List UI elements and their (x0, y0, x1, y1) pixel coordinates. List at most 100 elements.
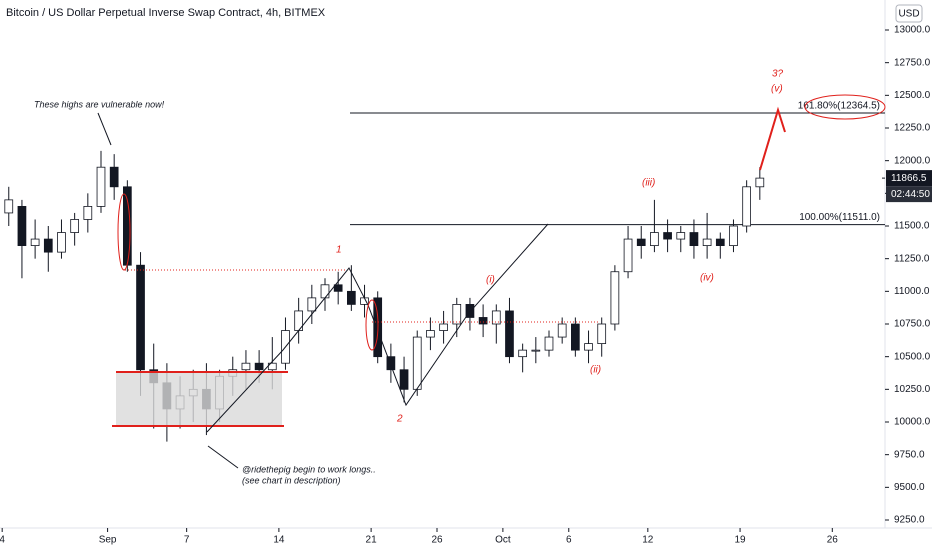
annotation: These highs are vulnerable now! (34, 99, 165, 109)
countdown-box (886, 186, 932, 203)
x-tick-label: 6 (566, 535, 572, 546)
candle-body (715, 238, 725, 247)
y-tick-label: 10250.0 (894, 384, 931, 395)
candle-body (676, 232, 686, 240)
x-tick-label: Sep (99, 535, 117, 546)
y-tick-label: 11500.0 (894, 221, 930, 232)
candle-body (241, 362, 251, 371)
candle-body (43, 238, 53, 253)
y-tick-label: 12250.0 (894, 123, 931, 134)
projection-arrow (759, 106, 786, 171)
candle-body (70, 219, 79, 233)
candle-body (636, 238, 646, 247)
candle-body (412, 336, 422, 390)
candle-body (30, 238, 40, 247)
x-tick-label: 4 (0, 535, 5, 546)
candle-body (557, 323, 567, 338)
candle-body (702, 238, 712, 247)
annotation: @ridethepig begin to work longs.. (242, 464, 376, 474)
candle-body (96, 166, 106, 207)
x-tick-label: 14 (273, 535, 285, 546)
callout-line (97, 112, 112, 146)
candle-body (452, 304, 462, 325)
countdown: 02:44:50 (891, 189, 930, 200)
candle-body (4, 199, 14, 214)
candle-body (597, 323, 607, 345)
y-tick-label: 9250.0 (894, 515, 925, 526)
y-tick-label: 12750.0 (894, 57, 931, 68)
x-tick-label: 12 (642, 535, 654, 546)
candle-body (663, 232, 672, 240)
y-tick-label: 12500.0 (894, 90, 931, 101)
range-box (116, 372, 282, 426)
candle-body (17, 206, 27, 247)
x-tick-label: 21 (366, 535, 378, 546)
candle-body (333, 284, 343, 292)
candle-body (531, 349, 541, 352)
y-tick-label: 11250.0 (894, 253, 930, 264)
candle-body (505, 310, 514, 358)
candle-body (254, 362, 264, 371)
candle-body (650, 232, 659, 247)
candle-body (755, 177, 765, 188)
candle-body (518, 349, 527, 358)
fib-label: 100.00%(11511.0) (799, 212, 880, 223)
highlight-ellipse (365, 299, 379, 351)
wave-label: (iii) (642, 178, 655, 189)
wave-label: (ii) (590, 365, 601, 376)
currency-box[interactable] (895, 4, 923, 23)
candle-body (399, 369, 409, 390)
candle-body (689, 232, 699, 247)
y-tick-label: 10750.0 (894, 319, 931, 330)
candle-body (320, 284, 330, 299)
y-tick-label: 10000.0 (894, 417, 931, 428)
candle-body (136, 264, 145, 371)
candle-body (729, 225, 738, 247)
last-price-label: 11866.5 (891, 173, 927, 184)
wave-label: (i) (486, 275, 495, 286)
chart-title: Bitcoin / US Dollar Perpetual Inverse Sw… (6, 7, 326, 19)
y-tick-label: 10500.0 (894, 351, 931, 362)
wave-label: 2 (396, 414, 403, 425)
y-tick-label: 12000.0 (894, 155, 931, 166)
candle-body (571, 323, 580, 351)
candle-body (623, 238, 633, 273)
x-tick-label: 7 (184, 535, 190, 546)
y-tick-label: 9500.0 (894, 482, 925, 493)
fib-label: 161.80%(12364.5) (798, 101, 880, 112)
candle-body (83, 206, 93, 220)
candle-body (109, 166, 119, 188)
candle-body (610, 271, 620, 325)
highlight-ellipse (117, 193, 131, 271)
y-tick-label: 11000.0 (894, 286, 930, 297)
candle-body (465, 304, 475, 318)
x-tick-label: 26 (431, 535, 443, 546)
callout-line (207, 445, 239, 469)
wave-label: (v) (771, 84, 783, 95)
highlight-ellipse (804, 94, 886, 120)
wave-label: 1 (336, 245, 342, 256)
annotation: (see chart in description) (242, 475, 341, 485)
currency[interactable]: USD (898, 9, 919, 20)
last-price-box (886, 170, 932, 187)
y-tick-label: 9750.0 (894, 449, 925, 460)
candle-body (426, 330, 435, 338)
candle-body (478, 317, 488, 325)
candle-body (346, 290, 356, 305)
candle-body (57, 232, 66, 253)
candle-body (439, 323, 448, 331)
y-tick-label: 13000.0 (894, 25, 931, 36)
candle-body (307, 297, 317, 312)
wave-label: 3? (772, 69, 784, 80)
x-tick-label: Oct (495, 535, 511, 546)
candle-body (386, 356, 396, 371)
wave-label: (iv) (700, 273, 714, 284)
candle-body (742, 186, 751, 227)
x-tick-label: 19 (734, 535, 746, 546)
candle-body (491, 310, 501, 325)
candle-body (544, 336, 554, 351)
x-tick-label: 26 (827, 535, 839, 546)
candle-body (584, 343, 593, 351)
